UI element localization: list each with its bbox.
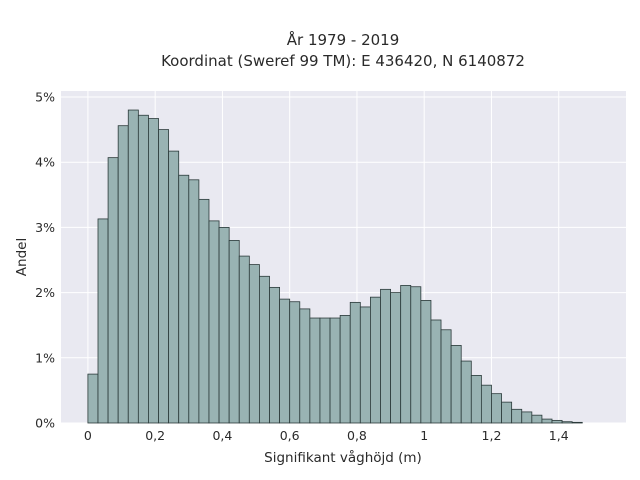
histogram-bar-22 (309, 317, 321, 424)
histogram-bars (87, 109, 583, 424)
chart-title-line-1: År 1979 - 2019 (287, 30, 400, 49)
histogram-bar-34 (430, 319, 442, 424)
histogram-bar-33 (420, 300, 432, 424)
y-axis-label: Andel (14, 238, 30, 276)
histogram-bar-14 (228, 240, 240, 424)
histogram-bar-24 (329, 317, 341, 424)
histogram-bar-7 (158, 129, 170, 424)
histogram-bar-4 (127, 109, 139, 424)
histogram-bar-48 (571, 421, 583, 424)
y-tick-label-1: 1% (35, 350, 55, 365)
histogram-bar-37 (460, 360, 472, 424)
x-tick-label-5: 1 (420, 428, 428, 443)
histogram-bar-15 (238, 255, 250, 424)
histogram-bar-2 (107, 157, 119, 424)
histogram-bar-31 (400, 285, 412, 424)
histogram-bar-40 (491, 393, 502, 424)
x-tick-label-4: 0,8 (347, 428, 367, 443)
histogram-bar-43 (521, 411, 533, 424)
histogram-bar-9 (178, 174, 190, 424)
histogram-bar-27 (359, 306, 371, 424)
x-axis-ticks: 0 0,2 0,4 0,6 0,8 1 1,2 1,4 (84, 428, 569, 443)
x-tick-label-1: 0,2 (145, 428, 165, 443)
histogram-bar-10 (188, 179, 200, 424)
histogram-bar-5 (137, 114, 149, 424)
x-axis-label: Signifikant våghöjd (m) (264, 449, 422, 466)
y-tick-label-0: 0% (35, 416, 55, 431)
histogram-bar-44 (531, 414, 543, 424)
y-tick-label-4: 4% (35, 155, 55, 170)
histogram-bar-1 (97, 218, 109, 424)
histogram-bar-12 (208, 220, 220, 424)
histogram-bar-36 (450, 345, 462, 424)
histogram-bar-23 (319, 317, 331, 424)
histogram-bar-17 (259, 275, 270, 424)
histogram-bar-28 (370, 296, 381, 424)
x-tick-label-6: 1,2 (482, 428, 502, 443)
histogram-bar-21 (299, 308, 311, 424)
histogram-bar-0 (87, 373, 99, 424)
y-tick-label-5: 5% (35, 90, 55, 105)
histogram-bar-11 (198, 198, 210, 424)
x-tick-label-3: 0,6 (280, 428, 300, 443)
histogram-bar-20 (289, 301, 301, 424)
histogram-bar-25 (339, 315, 351, 424)
x-tick-label-2: 0,4 (212, 428, 232, 443)
histogram-bar-6 (148, 118, 159, 424)
histogram-bar-39 (480, 384, 492, 424)
histogram-bar-35 (440, 329, 452, 424)
histogram-bar-42 (511, 408, 523, 424)
y-tick-label-2: 2% (35, 285, 55, 300)
histogram-bar-26 (349, 301, 361, 424)
histogram-bar-8 (168, 150, 180, 424)
histogram-bar-3 (117, 125, 129, 424)
histogram-bar-46 (551, 419, 563, 424)
histogram-bar-30 (390, 292, 402, 424)
histogram-bar-16 (248, 264, 260, 424)
y-axis-ticks: 0% 1% 2% 3% 4% 5% (35, 90, 55, 431)
histogram-bar-13 (218, 226, 230, 424)
histogram-bar-32 (410, 286, 422, 424)
x-tick-label-0: 0 (84, 428, 92, 443)
chart-title-line-2: Koordinat (Sweref 99 TM): E 436420, N 61… (161, 52, 525, 70)
x-tick-label-7: 1,4 (549, 428, 569, 443)
histogram-bar-18 (269, 286, 281, 424)
histogram-bar-47 (561, 421, 573, 424)
y-tick-label-3: 3% (35, 220, 55, 235)
histogram-bar-41 (501, 401, 513, 424)
histogram-bar-19 (279, 298, 291, 424)
histogram-bar-45 (541, 418, 553, 424)
histogram-bar-29 (380, 288, 391, 424)
histogram-bar-38 (470, 375, 482, 424)
